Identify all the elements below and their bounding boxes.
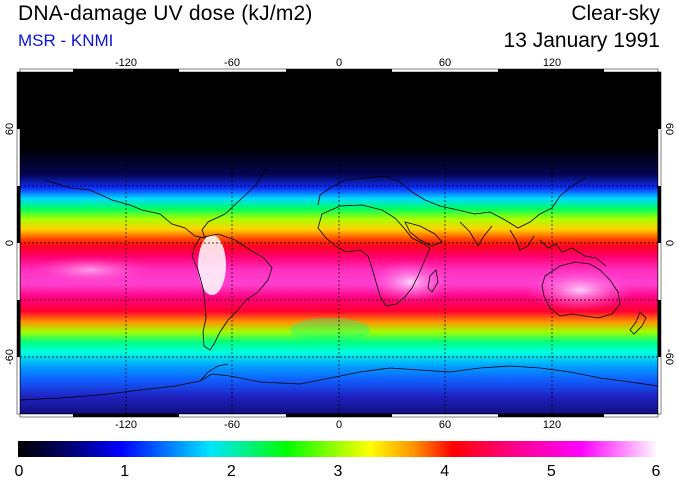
africa-coast	[317, 204, 431, 307]
colorbar-tick-label: 4	[440, 463, 449, 480]
sky-condition: Clear-sky	[571, 2, 660, 25]
source-label: MSR - KNMI	[18, 31, 114, 50]
colorbar-tick-label: 1	[120, 463, 129, 480]
lat-label-right: 0	[663, 240, 675, 246]
graticule	[20, 72, 658, 414]
lon-label-top: -60	[224, 57, 240, 69]
colorbar-tick-label: 0	[15, 463, 24, 480]
lon-label-bottom: 120	[543, 419, 561, 431]
coastlines	[20, 167, 658, 401]
uv-dose-field	[20, 72, 658, 414]
pacific-high-dose	[30, 256, 150, 284]
lon-label-bottom: -120	[115, 419, 137, 431]
map-date: 13 January 1991	[503, 29, 660, 52]
colorbar-tick-label: 3	[334, 463, 343, 480]
australia-coast	[541, 261, 621, 319]
lon-label-top: 60	[439, 57, 451, 69]
antarctica-coast	[20, 365, 658, 401]
madagascar-coast	[427, 269, 439, 293]
andes-high-dose	[198, 235, 226, 295]
lon-label-bottom: 0	[336, 419, 342, 431]
lon-label-bottom: 60	[439, 419, 451, 431]
frame-border-bars	[16, 68, 662, 418]
map-title: DNA-damage UV dose (kJ/m2)	[18, 2, 313, 25]
lat-label-right: 60	[663, 123, 675, 135]
southern-africa-high-dose	[368, 260, 452, 304]
atlantic-cloud-band	[290, 318, 370, 342]
colorbar-tick-label: 2	[227, 463, 236, 480]
lon-label-top: 0	[336, 57, 342, 69]
lon-label-bottom: -60	[224, 419, 240, 431]
antarctic-peninsula	[199, 363, 229, 382]
colorbar-tick-label: 5	[547, 463, 556, 480]
colorbar	[18, 441, 658, 457]
arabia-coast	[404, 221, 443, 247]
australia-high-dose	[525, 268, 635, 312]
lat-label-right: -60	[663, 349, 675, 365]
colorbar-tick-label: 6	[652, 463, 661, 480]
lat-label-left: 60	[4, 123, 16, 135]
india-coast	[459, 221, 493, 247]
south-america-coast	[191, 233, 273, 351]
lat-label-left: 0	[4, 240, 16, 246]
new-zealand-coast	[629, 311, 647, 335]
lat-label-left: -60	[4, 349, 16, 365]
colorbar-ticks: 0 1 2 3 4 5 6	[15, 463, 661, 480]
north-america-coast	[44, 167, 266, 239]
lon-label-top: 120	[543, 57, 561, 69]
lon-label-top: -120	[115, 57, 137, 69]
europe-asia-coast	[317, 175, 586, 229]
